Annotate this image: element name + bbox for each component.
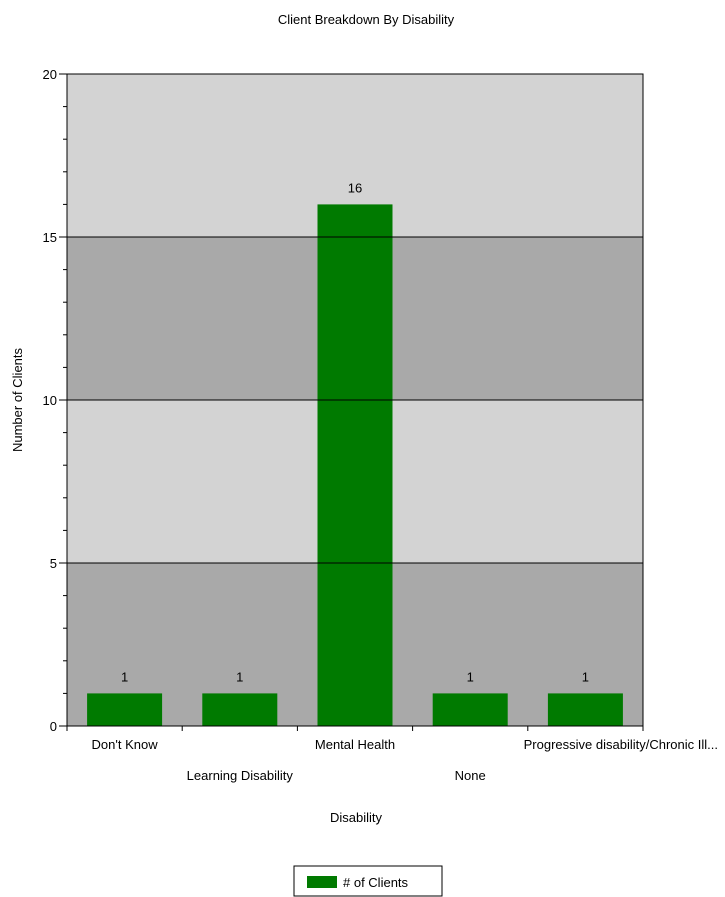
y-axis-label: Number of Clients: [10, 347, 25, 452]
data-label: 1: [236, 669, 243, 684]
legend: # of Clients: [293, 865, 443, 897]
bar: [547, 693, 623, 726]
legend-label: # of Clients: [343, 875, 409, 890]
x-tick-label: None: [455, 768, 486, 783]
plot-ticks: 0 5 10 15 20: [43, 67, 644, 734]
x-tick-label: Learning Disability: [187, 768, 294, 783]
chart-title: Client Breakdown By Disability: [278, 12, 455, 27]
x-tick-label: Progressive disability/Chronic Ill...: [524, 737, 718, 752]
bar: [432, 693, 508, 726]
y-tick-label: 5: [50, 556, 57, 571]
y-tick-label: 20: [43, 67, 57, 82]
y-tick-label: 0: [50, 719, 57, 734]
data-label: 1: [467, 669, 474, 684]
x-tick-labels: Don't Know Learning Disability Mental Heal…: [92, 737, 718, 783]
x-tick-label: Don't Know: [92, 737, 159, 752]
x-axis-label: Disability: [330, 810, 383, 825]
data-label: 16: [348, 180, 362, 195]
bar: [317, 204, 393, 726]
bar: [202, 693, 278, 726]
plot-bars: 1 1 16 1 1: [87, 180, 623, 726]
data-label: 1: [121, 669, 128, 684]
data-label: 1: [582, 669, 589, 684]
bar: [87, 693, 163, 726]
plot-axes: [66, 73, 644, 727]
legend-swatch: [307, 876, 337, 888]
y-tick-label: 15: [43, 230, 57, 245]
x-tick-label: Mental Health: [315, 737, 395, 752]
y-tick-label: 10: [43, 393, 57, 408]
